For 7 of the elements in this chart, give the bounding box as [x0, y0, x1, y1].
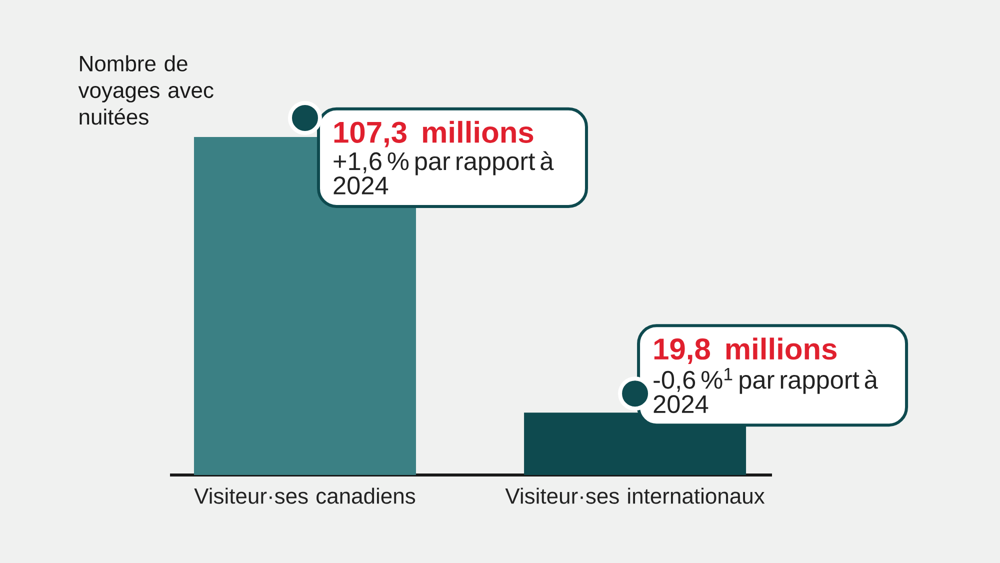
- text: -0,6 %$^{1}$ par rapport à 2024: [654, 368, 878, 414]
- data-label: 107,3 millions: [334, 120, 534, 148]
- x-tick-label: Visiteur·ses canadiens: [194, 488, 416, 504]
- x-tick-label: Visiteur·ses internationaux: [505, 488, 765, 504]
- y-axis-title: Nombre de voyages avec nuitées: [78, 55, 214, 125]
- data-label: 19,8 millions: [654, 338, 837, 364]
- annotation: +1,6 % par rapport à 2024: [334, 151, 554, 194]
